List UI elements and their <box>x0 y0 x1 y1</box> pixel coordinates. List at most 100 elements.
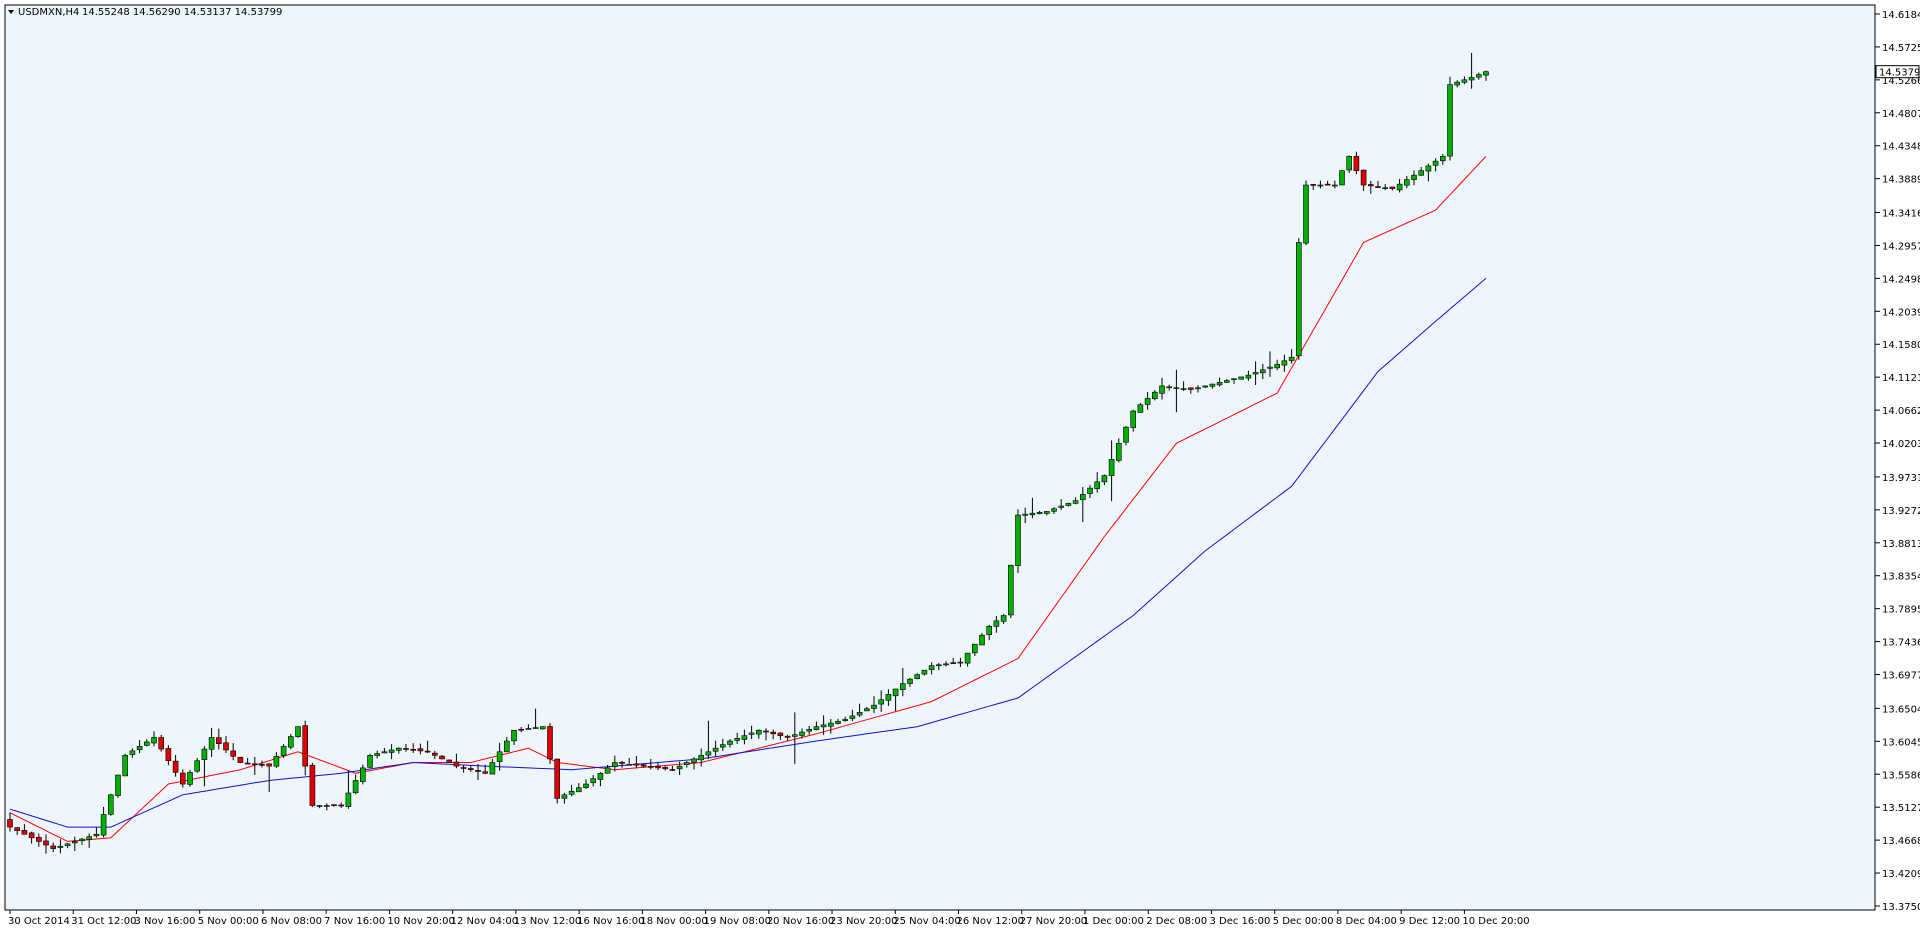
candle-body <box>108 794 114 815</box>
candle-body <box>1051 508 1057 512</box>
candle-body <box>525 728 532 730</box>
candle <box>1353 151 1360 175</box>
candle-body <box>338 804 345 807</box>
candle-body <box>1260 369 1266 374</box>
candle <box>518 726 525 733</box>
candle-body <box>856 712 863 716</box>
candle <box>1245 370 1252 381</box>
dropdown-triangle-icon[interactable] <box>8 10 14 14</box>
candle <box>446 759 453 763</box>
candle <box>1166 384 1172 391</box>
candle-body <box>511 729 517 742</box>
candle <box>532 708 539 729</box>
candle <box>489 758 496 775</box>
time-tick-label: 16 Nov 16:00 <box>577 916 644 927</box>
candle-body <box>1375 186 1381 188</box>
candle <box>1029 497 1036 519</box>
candle-body <box>979 634 985 646</box>
candle <box>1144 392 1151 410</box>
candle <box>1044 511 1050 516</box>
candle-body <box>691 758 697 763</box>
candle-body <box>7 819 13 828</box>
candle-body <box>252 763 258 766</box>
candle-body <box>1116 442 1122 461</box>
candle-body <box>568 790 575 795</box>
candle-body <box>14 827 20 831</box>
candle-body <box>410 749 417 751</box>
candle-body <box>1007 564 1014 616</box>
candle-body <box>158 737 164 750</box>
candle <box>136 740 143 754</box>
candle <box>115 774 121 798</box>
candle <box>1303 180 1309 246</box>
time-tick-label: 19 Nov 08:00 <box>704 916 771 927</box>
candle <box>323 803 330 811</box>
candle <box>1137 402 1144 413</box>
candle-body <box>1332 184 1338 187</box>
candle-body <box>266 763 273 767</box>
candle-body <box>180 772 186 785</box>
candle <box>914 673 921 680</box>
candle-body <box>79 838 85 842</box>
candle-body <box>453 761 460 767</box>
candle-body <box>583 783 589 788</box>
candle-body <box>1101 475 1108 483</box>
candle <box>1000 613 1007 624</box>
candle-body <box>921 669 928 675</box>
candle-body <box>439 755 445 760</box>
candle-body <box>662 767 669 770</box>
candle-body <box>986 625 993 635</box>
candle <box>1108 440 1115 502</box>
candle <box>835 718 841 725</box>
time-tick-label: 1 Dec 00:00 <box>1083 916 1144 927</box>
candle <box>1389 186 1396 191</box>
candle <box>237 756 244 764</box>
time-tick-label: 13 Nov 12:00 <box>514 916 581 927</box>
candle <box>655 762 661 771</box>
candle <box>1252 361 1259 386</box>
candle-body <box>554 758 561 799</box>
candle <box>554 758 561 804</box>
candle-body <box>50 845 57 849</box>
candle-body <box>1476 74 1482 78</box>
candle-body <box>115 774 121 796</box>
candle-body <box>683 762 690 765</box>
candle <box>352 774 359 795</box>
candle <box>1440 153 1446 165</box>
candle-body <box>424 750 431 753</box>
price-tick-label: 14.02035 <box>1882 439 1920 450</box>
candle-body <box>1440 156 1446 162</box>
candle <box>194 757 200 773</box>
candle-body <box>1267 366 1273 369</box>
candles <box>7 52 1489 854</box>
candle <box>827 718 834 734</box>
candle-body <box>1396 183 1403 191</box>
chart-header: USDMXN,H4 14.55248 14.56290 14.53137 14.… <box>8 7 282 18</box>
candle-body <box>129 750 136 755</box>
candle-body <box>331 804 337 806</box>
candle <box>1123 426 1129 446</box>
candle <box>1015 509 1021 573</box>
candle-body <box>827 722 834 727</box>
candle-body <box>647 766 654 768</box>
price-tick-label: 13.42095 <box>1882 869 1920 880</box>
candle-body <box>1087 487 1093 494</box>
candle <box>683 761 690 768</box>
candle-body <box>1411 174 1417 180</box>
candle-body <box>323 805 330 807</box>
candle-body <box>43 840 49 846</box>
candle <box>338 802 345 808</box>
candle-body <box>993 620 1000 627</box>
time-tick-label: 2 Dec 08:00 <box>1146 916 1207 927</box>
candle-body <box>1245 374 1252 379</box>
candle <box>705 720 712 760</box>
candle <box>979 633 985 646</box>
candle-body <box>842 719 849 721</box>
price-tick-label: 13.46685 <box>1882 836 1920 847</box>
candle <box>950 657 957 664</box>
candle <box>1101 474 1108 486</box>
time-tick-label: 20 Nov 16:00 <box>767 916 834 927</box>
plot-area[interactable] <box>4 4 1876 911</box>
candle <box>892 688 899 711</box>
